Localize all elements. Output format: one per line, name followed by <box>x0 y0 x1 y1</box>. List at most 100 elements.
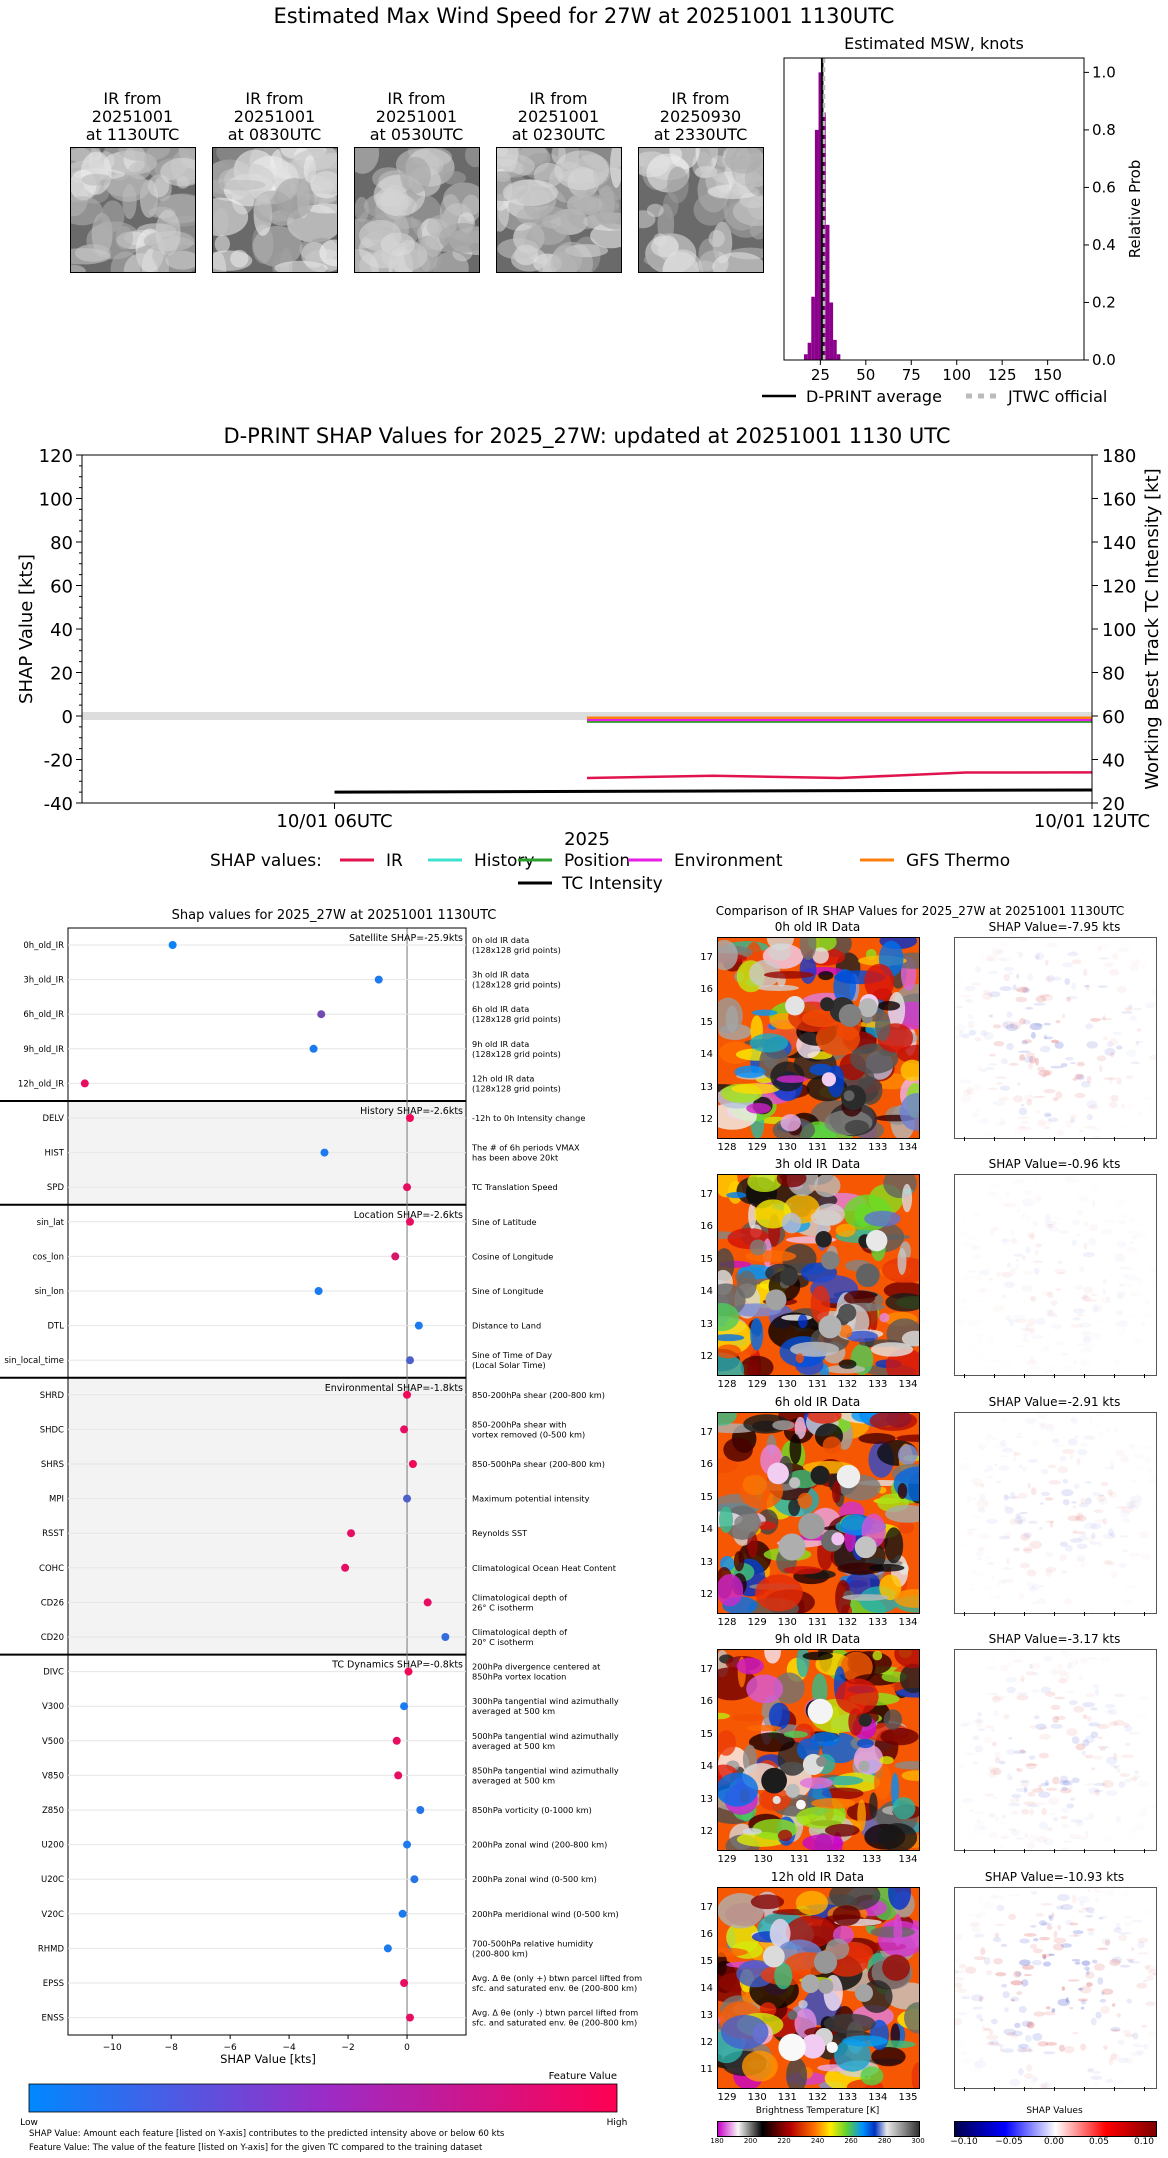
ir-blob <box>766 938 794 951</box>
feature-name-label: cos_lon <box>32 1252 64 1262</box>
feature-description: 850hPa vortex location <box>472 1672 566 1682</box>
shap-blob <box>967 1669 972 1674</box>
shap-blob <box>1000 1118 1006 1126</box>
shap-blob <box>1003 1714 1010 1720</box>
shap-blob <box>1066 1803 1074 1809</box>
shap-blob <box>1101 1656 1110 1661</box>
shap-blob <box>1080 1657 1089 1664</box>
shap-blob <box>957 1315 965 1318</box>
shap-blob <box>1104 962 1114 967</box>
shap-blob <box>987 1063 998 1066</box>
shap-blob <box>1021 1214 1026 1219</box>
feature-name-label: sin_local_time <box>4 1356 64 1366</box>
shap-blob <box>1063 2046 1075 2054</box>
shap-blob <box>988 2040 994 2046</box>
shap-blob <box>1095 1891 1106 1893</box>
shap-blob <box>1090 1608 1096 1611</box>
ir-xtick-label: 130 <box>747 2092 767 2103</box>
ir-ytick-label: 16 <box>700 1696 713 1708</box>
shap-blob <box>1136 1532 1148 1538</box>
shap-blob <box>955 1024 966 1032</box>
shap-blob <box>958 1200 965 1205</box>
bt-colorbar-tick: 180 <box>710 2137 724 2145</box>
shap-blob <box>1016 974 1020 979</box>
shap-blob <box>1008 1371 1020 1375</box>
shap-blob <box>1008 1737 1013 1740</box>
shap-blob <box>1019 1562 1030 1569</box>
shap-blob <box>958 1963 967 1969</box>
shap-blob <box>1018 1679 1025 1682</box>
shap-blob <box>1006 1557 1010 1565</box>
feature-description: 12h old IR data <box>472 1073 534 1083</box>
shap-blob <box>971 1927 981 1933</box>
shap-blob <box>1074 1961 1081 1965</box>
shap-blob <box>1003 2028 1017 2036</box>
y-tick-label: 0 <box>62 707 73 728</box>
shap-blob <box>1015 1971 1022 1977</box>
shap-blob <box>1001 1447 1014 1453</box>
shap-blob <box>1046 1827 1054 1832</box>
x-tick-label: 10/01 12UTC <box>1034 811 1150 832</box>
shap-blob <box>983 1843 988 1847</box>
shap-blob <box>1090 1522 1102 1530</box>
colorbar-low-label: Low <box>20 2118 38 2128</box>
shap-blob <box>1118 1781 1126 1788</box>
shap-blob <box>963 1276 973 1281</box>
shap-blob <box>1030 1487 1037 1496</box>
shap-blob <box>1107 1489 1113 1496</box>
shap-blob <box>976 1500 989 1508</box>
histogram-frame <box>783 57 1085 361</box>
shap-blob <box>977 1198 983 1205</box>
shap-blob <box>1118 2057 1130 2063</box>
feature-chart-frame <box>67 927 467 2036</box>
ir-xtick-label: 130 <box>777 1379 797 1390</box>
shap-blob <box>959 1765 964 1769</box>
ir-xtick-label: 129 <box>747 1379 767 1390</box>
shap-map-tick <box>1114 2087 1115 2091</box>
shap-blob <box>1069 2006 1074 2010</box>
shap-blob <box>1047 1117 1059 1123</box>
feature-description: Sine of Latitude <box>472 1217 537 1227</box>
shap-blob <box>1087 2067 1095 2073</box>
legend-label: D-PRINT average <box>806 387 942 406</box>
y2-tick-label: 160 <box>1102 490 1136 511</box>
shap-blob <box>1022 1548 1033 1551</box>
shap-blob <box>988 1767 999 1772</box>
cold-cloud-top <box>854 1983 874 2002</box>
shap-blob <box>1052 1943 1065 1951</box>
shap-blob <box>1084 1754 1094 1759</box>
shap-blob <box>1019 1511 1028 1515</box>
shap-blob <box>1090 1358 1098 1361</box>
shap-blob <box>958 1579 968 1582</box>
shap-blob <box>971 1584 975 1589</box>
shap-blob <box>968 1350 978 1355</box>
ir-blob <box>718 1352 745 1375</box>
shap-blob <box>1110 1051 1115 1058</box>
shap-blob <box>1114 2082 1120 2084</box>
ir-xtick-label: 133 <box>862 1854 882 1865</box>
shap-blob <box>1022 1964 1035 1970</box>
ir-blob <box>885 1504 919 1523</box>
shap-blob <box>1122 1722 1130 1728</box>
shap-blob <box>1068 1934 1082 1937</box>
feature-description: (128x128 grid points) <box>472 980 561 990</box>
feature-description: averaged at 500 km <box>472 1775 555 1785</box>
cloud-blob <box>123 253 159 272</box>
ir-thumbnail-label-line: IR from <box>245 89 304 108</box>
shap-blob <box>1119 1772 1130 1778</box>
shap-blob <box>1020 1103 1025 1107</box>
shap-blob <box>1038 1821 1049 1830</box>
ir-thumbnail-canvas <box>497 148 621 272</box>
shap-blob <box>1033 1095 1046 1098</box>
x-tick-label: 10/01 06UTC <box>276 811 392 832</box>
shap-blob <box>996 1595 1002 1602</box>
shap-blob <box>1133 2043 1143 2047</box>
shap-blob <box>1148 1469 1155 1472</box>
ir-blob <box>799 938 817 960</box>
shap-blob <box>957 1338 965 1346</box>
ir-blob <box>718 1952 728 1976</box>
shap-blob <box>1115 1815 1121 1823</box>
ir-blob <box>718 1458 738 1474</box>
shap-blob <box>992 1797 996 1800</box>
cold-cloud-top <box>821 1072 837 1087</box>
